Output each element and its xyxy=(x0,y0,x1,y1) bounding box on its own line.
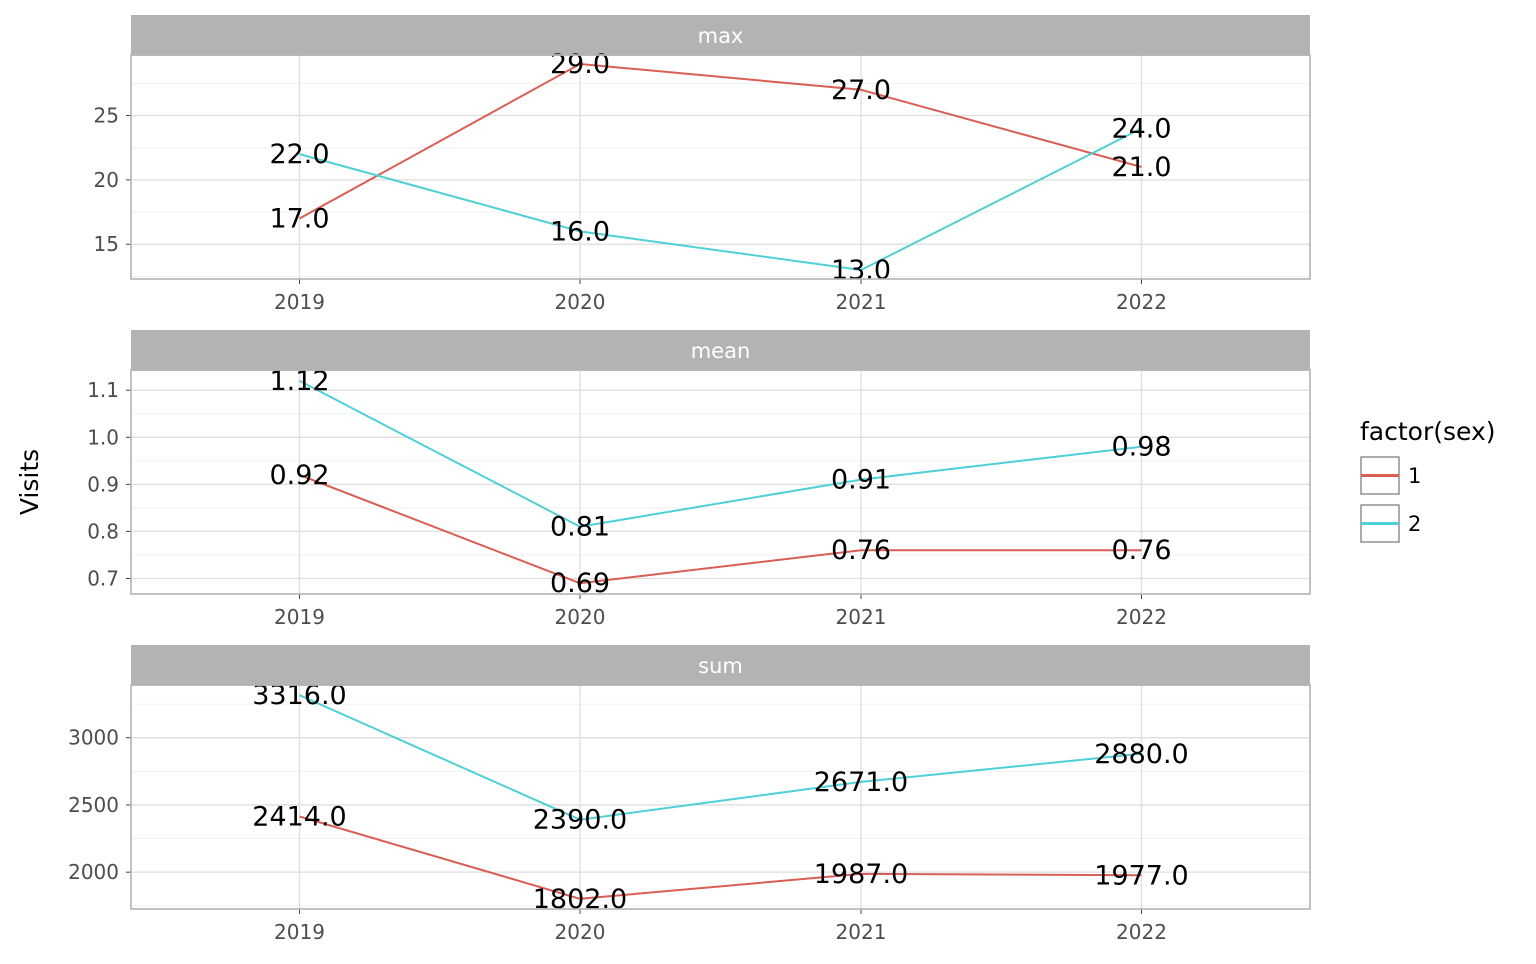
y-tick-label: 0.9 xyxy=(87,472,119,496)
data-label: 0.81 xyxy=(550,512,610,543)
facet-strip xyxy=(131,15,1310,55)
data-label: 24.0 xyxy=(1111,113,1171,144)
series-line-2 xyxy=(299,127,1142,272)
series-line-1 xyxy=(299,473,1142,585)
facet-strip-title: mean xyxy=(691,339,751,363)
y-tick-label: 20 xyxy=(94,168,119,192)
x-tick-label: 2021 xyxy=(836,290,887,314)
data-label: 0.98 xyxy=(1111,432,1171,463)
y-tick-label: 2000 xyxy=(68,860,119,884)
y-tick-label: 0.8 xyxy=(87,519,119,543)
data-label: 17.0 xyxy=(269,203,329,234)
x-tick-label: 2019 xyxy=(274,920,325,944)
data-label: 27.0 xyxy=(831,75,891,106)
y-axis-title: Visits xyxy=(15,449,44,515)
data-label: 1987.0 xyxy=(814,859,908,890)
data-label: 0.92 xyxy=(269,460,329,491)
y-tick-label: 15 xyxy=(94,232,119,256)
facet-strip-title: max xyxy=(698,24,744,48)
data-label: 13.0 xyxy=(831,255,891,286)
x-tick-label: 2021 xyxy=(836,920,887,944)
legend-label: 2 xyxy=(1408,512,1421,536)
x-tick-label: 2020 xyxy=(555,920,606,944)
series-line-2 xyxy=(299,694,1142,821)
data-label: 22.0 xyxy=(269,139,329,170)
y-tick-label: 25 xyxy=(94,104,119,128)
x-tick-label: 2022 xyxy=(1116,605,1167,629)
x-tick-label: 2020 xyxy=(555,605,606,629)
x-tick-label: 2020 xyxy=(555,290,606,314)
data-label: 0.76 xyxy=(1111,535,1171,566)
legend-title: factor(sex) xyxy=(1360,417,1496,446)
data-label: 2671.0 xyxy=(814,767,908,798)
data-label: 1802.0 xyxy=(533,884,627,915)
x-tick-label: 2021 xyxy=(836,605,887,629)
y-tick-label: 0.7 xyxy=(87,566,119,590)
facet-strip xyxy=(131,330,1310,370)
series-line-1 xyxy=(299,815,1142,900)
y-tick-label: 1.1 xyxy=(87,378,119,402)
x-tick-label: 2019 xyxy=(274,605,325,629)
data-label: 1977.0 xyxy=(1094,860,1188,891)
data-label: 29.0 xyxy=(550,49,610,80)
series-line-1 xyxy=(299,62,1142,220)
data-label: 0.91 xyxy=(831,465,891,496)
data-label: 21.0 xyxy=(1111,152,1171,183)
y-tick-label: 2500 xyxy=(68,793,119,817)
x-tick-label: 2022 xyxy=(1116,290,1167,314)
data-label: 2880.0 xyxy=(1094,739,1188,770)
x-tick-label: 2022 xyxy=(1116,920,1167,944)
data-label: 16.0 xyxy=(550,216,610,247)
facet-strip xyxy=(131,645,1310,685)
data-label: 2414.0 xyxy=(252,801,346,832)
y-tick-label: 3000 xyxy=(68,726,119,750)
data-label: 1.12 xyxy=(269,366,329,397)
facet-strip-title: sum xyxy=(698,654,743,678)
y-tick-label: 1.0 xyxy=(87,425,119,449)
data-label: 2390.0 xyxy=(533,805,627,836)
legend-label: 1 xyxy=(1408,464,1421,488)
x-tick-label: 2019 xyxy=(274,290,325,314)
series-line-2 xyxy=(299,379,1142,528)
data-label: 0.76 xyxy=(831,535,891,566)
